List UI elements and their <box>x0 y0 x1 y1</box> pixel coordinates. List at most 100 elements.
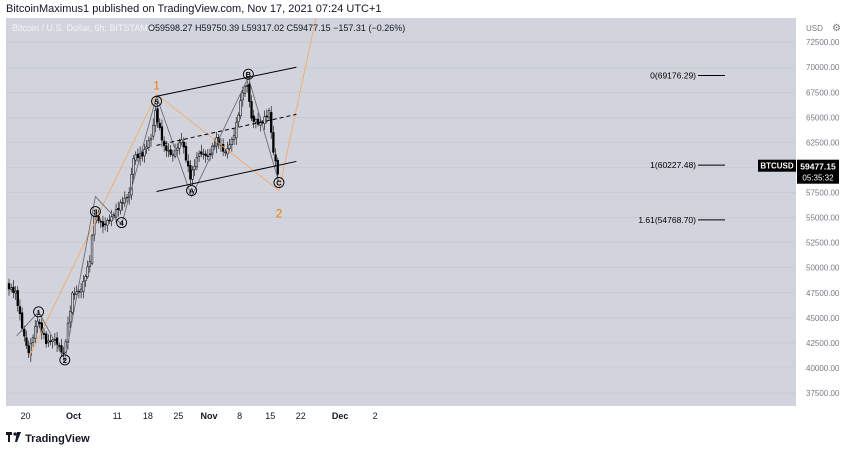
fib-level-label: 1(60227.48) <box>650 160 696 170</box>
candle-body <box>237 114 240 123</box>
footer-brand: TradingView <box>25 433 90 445</box>
candle-body <box>171 153 175 156</box>
candle-body <box>106 220 109 226</box>
candle-body <box>16 290 19 306</box>
price-tick-label: 52500.00 <box>806 239 840 248</box>
price-tick-label: 45000.00 <box>806 314 840 323</box>
chart-area[interactable]: 0(69176.29) 1(60227.48) 1.61(54768.70) 1 2 3… <box>0 0 850 428</box>
wave-label-circle <box>89 206 101 218</box>
tradingview-logo-icon <box>6 428 22 450</box>
candle-body <box>182 141 185 148</box>
candle-body <box>276 160 279 175</box>
candle-body <box>58 345 61 347</box>
candle-body <box>47 340 50 343</box>
candle-body <box>86 266 89 278</box>
candle-body <box>71 292 74 313</box>
wave-label-circle <box>242 68 254 80</box>
time-tick-label: 20 <box>20 411 30 421</box>
candle-body <box>246 85 249 87</box>
wave-label-text: A <box>189 187 195 196</box>
price-tick-label: 70000.00 <box>806 63 840 72</box>
wave-label-text: 2 <box>63 356 67 365</box>
time-tick-label: 8 <box>237 411 242 421</box>
candle-body <box>14 291 17 294</box>
candle-body <box>117 208 120 210</box>
orange-wave-label: 2 <box>276 207 283 221</box>
candle-body <box>77 291 81 293</box>
candle-body <box>36 320 39 327</box>
candle-body <box>250 101 253 119</box>
candle-body <box>136 153 140 158</box>
drawing-overlays: 0(69176.29) 1(60227.48) 1.61(54768.70) <box>16 0 725 362</box>
candle-body <box>256 118 260 125</box>
candle-body <box>90 235 94 264</box>
candle-body <box>49 340 52 342</box>
candle-body <box>97 216 100 222</box>
price-tick-label: 67500.00 <box>806 88 840 97</box>
legend-symbol-line: Bitcoin / U.S. Dollar, 6h, BITSTAMP <box>12 23 154 33</box>
candle-body <box>259 122 262 126</box>
candle-body <box>51 339 54 342</box>
candle-body <box>274 154 277 162</box>
channel-upper-line <box>156 66 297 97</box>
candle-body <box>228 144 231 149</box>
candle-body <box>158 122 161 128</box>
candles-group <box>7 77 279 363</box>
candle-body <box>272 132 275 153</box>
wave-label-circle <box>151 95 163 107</box>
candle-body <box>29 342 33 356</box>
candle-body <box>221 144 225 152</box>
channel-lower-line <box>156 160 297 193</box>
candle-body <box>169 149 172 155</box>
candle-body <box>20 312 24 329</box>
candle-body <box>108 219 111 222</box>
candle-body <box>180 139 183 143</box>
candle-body <box>82 281 85 292</box>
candle-body <box>44 333 48 344</box>
wave-labels: 1 2 3 4 5 A B C 1 2 <box>33 68 285 366</box>
wave-label-circle <box>273 177 285 188</box>
candle-body <box>165 145 168 151</box>
candle-body <box>230 139 234 145</box>
price-axis[interactable]: USD 37500.00 40000.00 42500.00 45000.00 47500… <box>758 18 850 428</box>
candle-body <box>110 216 113 222</box>
time-tick-label: 15 <box>265 411 275 421</box>
symbol-tag-bg <box>758 159 796 172</box>
candle-body <box>119 202 122 211</box>
price-axis-bg <box>796 18 850 428</box>
time-tick-label: 11 <box>113 411 122 421</box>
candle-body <box>265 115 268 118</box>
candle-body <box>178 142 181 149</box>
orange-wave-label: 1 <box>153 78 160 92</box>
candle-body <box>23 328 26 337</box>
wave-label-text: 4 <box>120 219 125 228</box>
candle-body <box>25 337 28 346</box>
candle-body <box>88 261 91 267</box>
candle-body <box>62 352 65 354</box>
wave-label-circle <box>186 185 197 196</box>
last-price-tag[interactable]: BTCUSD 59477.15 05:35:32 <box>758 159 839 184</box>
fib-level-label: 0(69176.29) <box>650 70 696 80</box>
candle-body <box>193 165 196 170</box>
candle-body <box>254 119 258 123</box>
candle-body <box>149 138 153 141</box>
time-tick-label: 2 <box>373 411 378 421</box>
candle-body <box>141 152 144 157</box>
candle-body <box>176 147 179 151</box>
candle-body <box>208 153 212 155</box>
price-tick-label: 72500.00 <box>806 38 840 47</box>
candle-body <box>38 322 41 324</box>
candle-body <box>270 112 273 133</box>
settings-gear-icon[interactable]: ⚙ <box>832 23 841 34</box>
candle-body <box>156 108 159 123</box>
time-axis[interactable]: 20 Oct 11 18 25 Nov 8 15 22 Dec 2 <box>0 406 850 428</box>
price-tick-label: 42500.00 <box>806 339 840 348</box>
candle-body <box>79 288 83 293</box>
price-chart[interactable]: 0(69176.29) 1(60227.48) 1.61(54768.70) 1 2 3… <box>0 0 850 428</box>
candle-body <box>132 158 135 175</box>
candle-body <box>189 165 192 180</box>
candle-body <box>206 155 209 157</box>
candle-body <box>121 202 124 204</box>
candle-body <box>213 145 216 147</box>
candle-body <box>103 223 107 226</box>
